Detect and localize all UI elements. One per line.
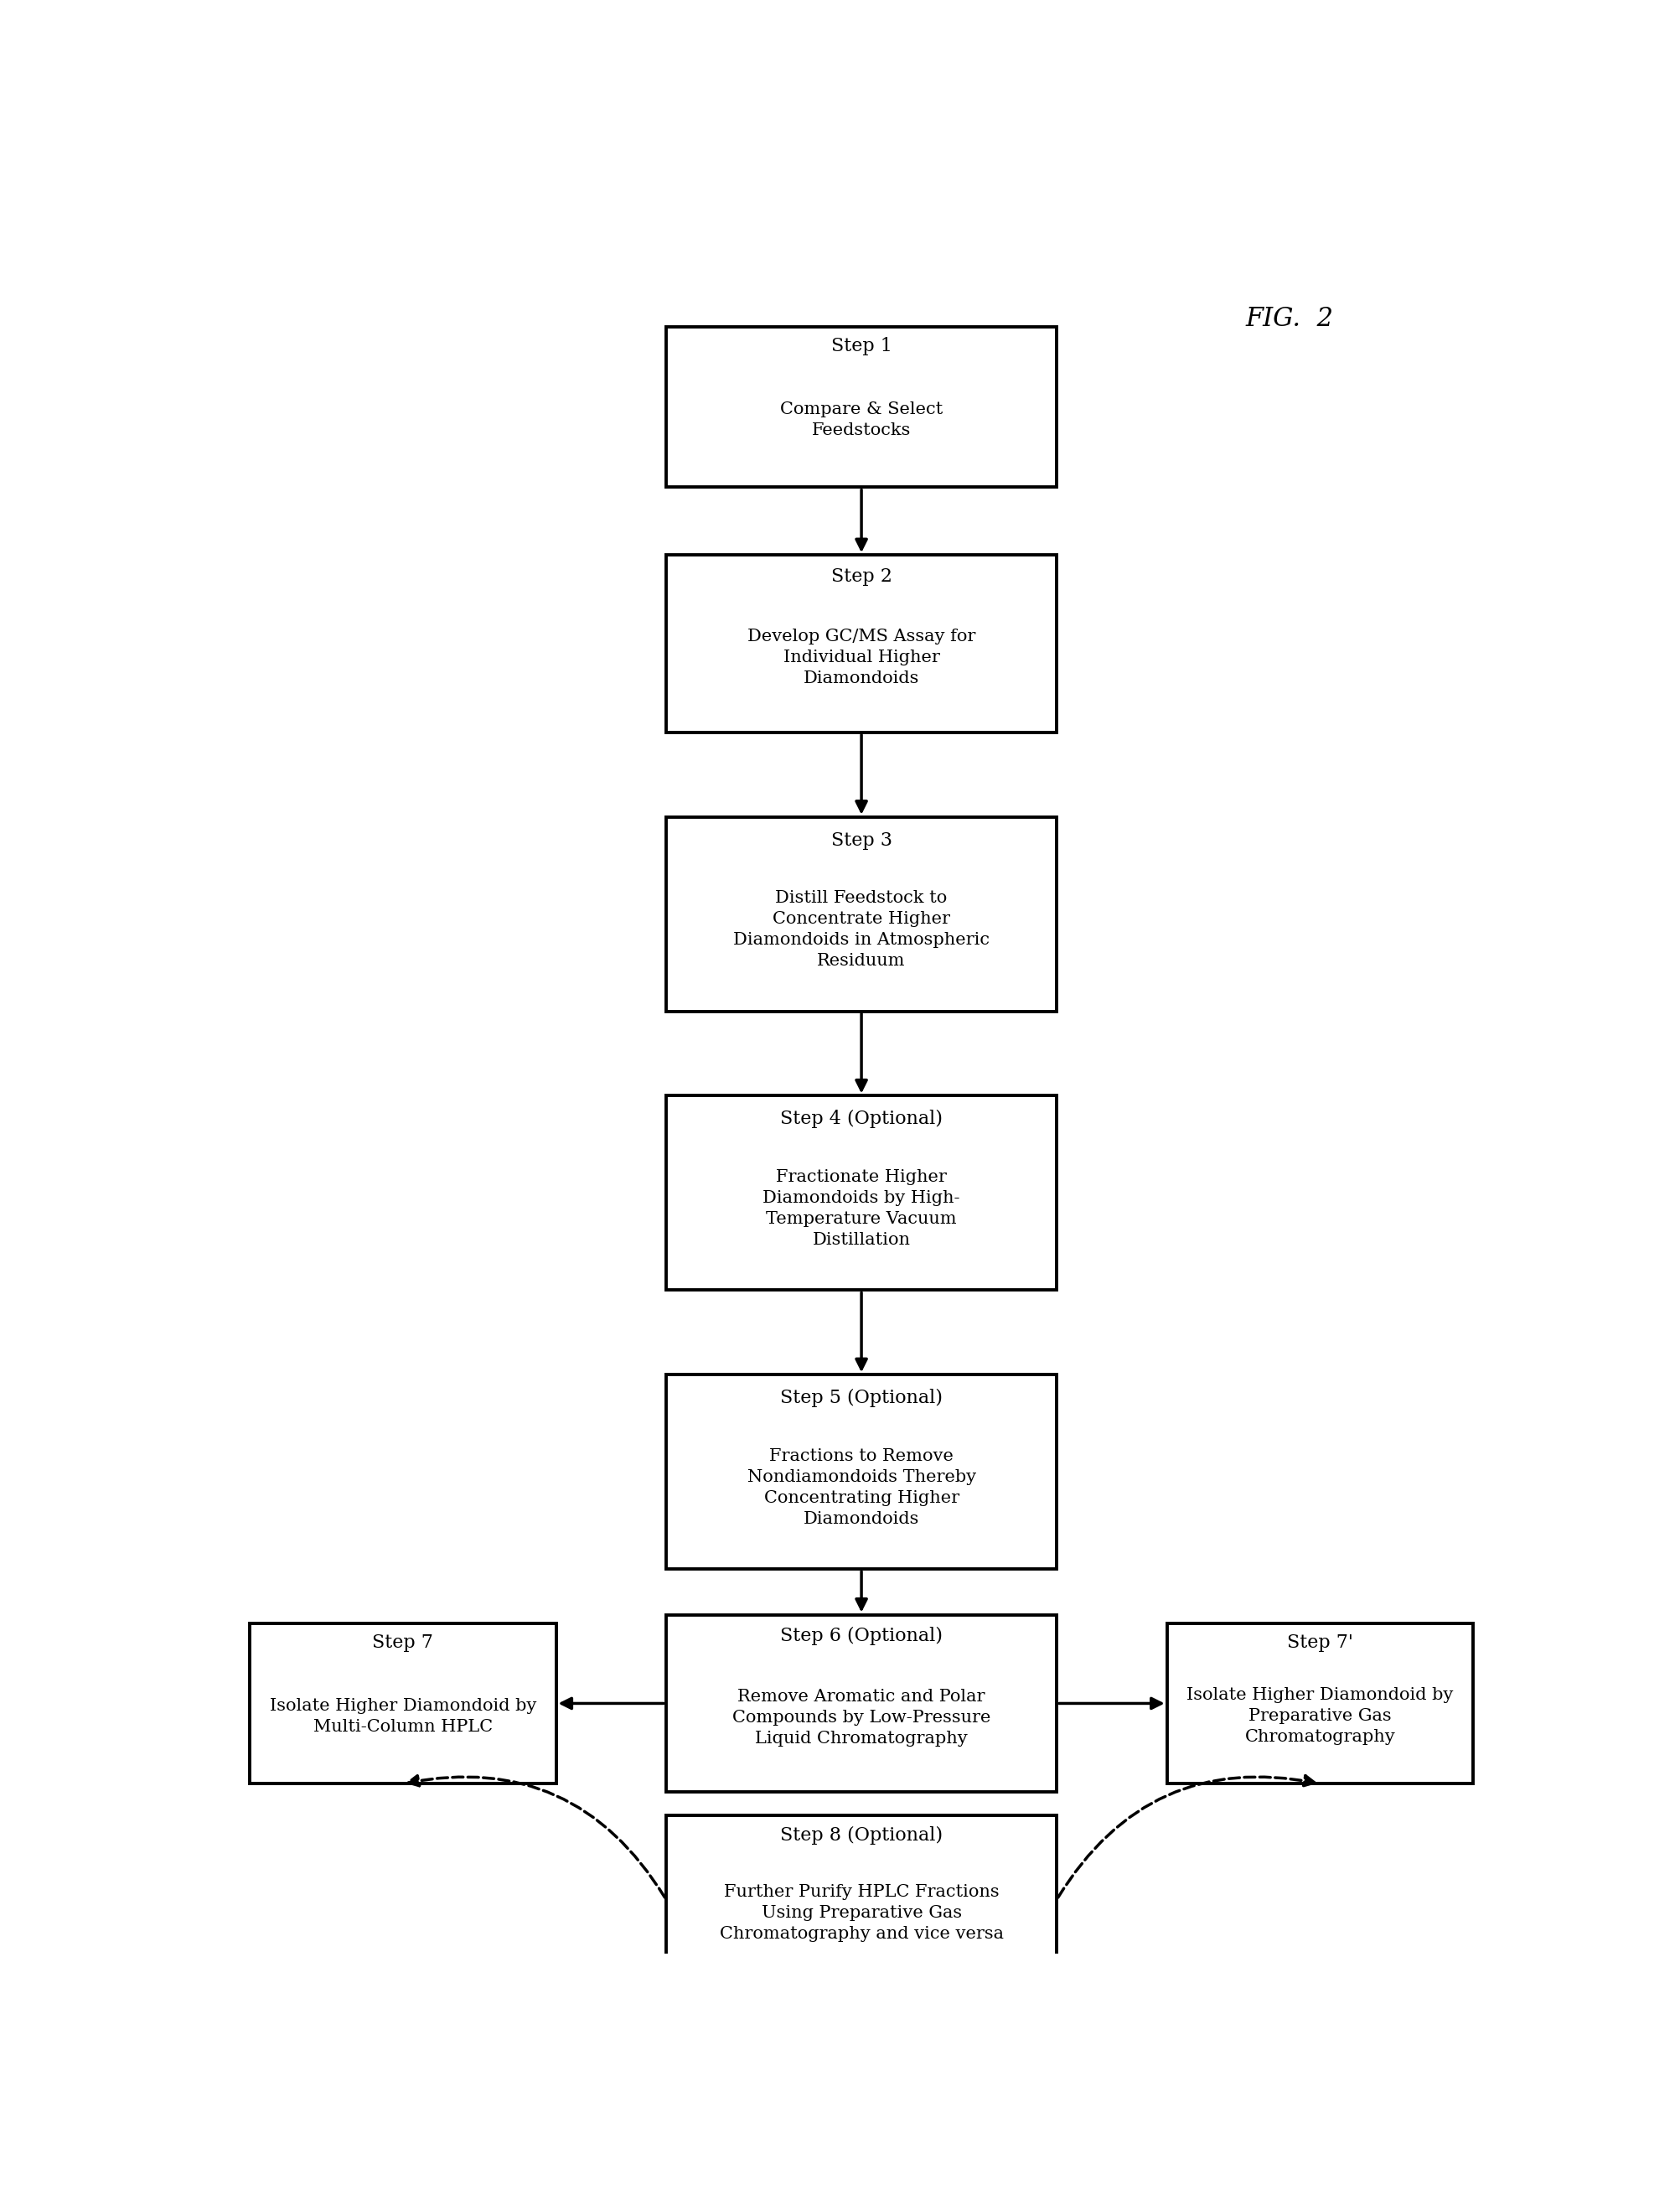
Text: Step 2: Step 2 (830, 566, 892, 586)
FancyBboxPatch shape (665, 1815, 1057, 1984)
Text: Distill Feedstock to
Concentrate Higher
Diamondoids in Atmospheric
Residuum: Distill Feedstock to Concentrate Higher … (732, 891, 990, 968)
Text: Fractions to Remove
Nondiamondoids Thereby
Concentrating Higher
Diamondoids: Fractions to Remove Nondiamondoids There… (746, 1449, 976, 1528)
Text: Step 4 (Optional): Step 4 (Optional) (780, 1111, 942, 1128)
FancyBboxPatch shape (665, 817, 1057, 1012)
Text: FIG.  2: FIG. 2 (1245, 305, 1332, 331)
Text: Step 5 (Optional): Step 5 (Optional) (780, 1389, 942, 1407)
Text: Step 7: Step 7 (373, 1633, 433, 1651)
FancyBboxPatch shape (665, 1374, 1057, 1569)
FancyBboxPatch shape (1166, 1622, 1472, 1785)
Text: Isolate Higher Diamondoid by
Multi-Column HPLC: Isolate Higher Diamondoid by Multi-Colum… (269, 1697, 536, 1734)
Text: Fractionate Higher
Diamondoids by High-
Temperature Vacuum
Distillation: Fractionate Higher Diamondoids by High- … (763, 1170, 959, 1249)
Text: Further Purify HPLC Fractions
Using Preparative Gas
Chromatography and vice vers: Further Purify HPLC Fractions Using Prep… (719, 1883, 1003, 1943)
Text: Step 7': Step 7' (1287, 1633, 1352, 1651)
Text: Remove Aromatic and Polar
Compounds by Low-Pressure
Liquid Chromatography: Remove Aromatic and Polar Compounds by L… (732, 1688, 990, 1747)
Text: Isolate Higher Diamondoid by
Preparative Gas
Chromatography: Isolate Higher Diamondoid by Preparative… (1186, 1688, 1453, 1745)
Text: Develop GC/MS Assay for
Individual Higher
Diamondoids: Develop GC/MS Assay for Individual Highe… (748, 630, 974, 687)
Text: Step 8 (Optional): Step 8 (Optional) (780, 1826, 942, 1844)
FancyBboxPatch shape (665, 555, 1057, 733)
Text: Step 3: Step 3 (830, 832, 892, 849)
Text: Compare & Select
Feedstocks: Compare & Select Feedstocks (780, 402, 942, 439)
FancyBboxPatch shape (665, 327, 1057, 487)
FancyBboxPatch shape (665, 1095, 1057, 1291)
Text: Step 1: Step 1 (830, 336, 892, 356)
FancyBboxPatch shape (665, 1616, 1057, 1791)
FancyBboxPatch shape (250, 1622, 556, 1785)
Text: Step 6 (Optional): Step 6 (Optional) (780, 1626, 942, 1646)
